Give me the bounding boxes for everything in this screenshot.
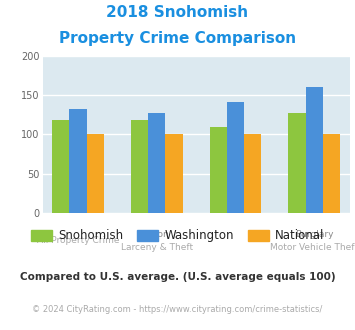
Text: © 2024 CityRating.com - https://www.cityrating.com/crime-statistics/: © 2024 CityRating.com - https://www.city… [32,305,323,314]
Legend: Snohomish, Washington, National: Snohomish, Washington, National [31,229,324,243]
Text: All Property Crime: All Property Crime [37,237,119,246]
Text: Compared to U.S. average. (U.S. average equals 100): Compared to U.S. average. (U.S. average … [20,272,335,281]
Bar [244,134,262,213]
Bar [131,119,148,213]
Bar [227,102,244,213]
Text: Arson: Arson [144,230,170,239]
Bar [288,113,306,213]
Bar [148,113,165,213]
Bar [306,87,323,213]
Bar [52,120,69,213]
Bar [87,134,104,213]
Text: Burglary: Burglary [295,230,333,239]
Text: 2018 Snohomish: 2018 Snohomish [106,5,248,20]
Bar [165,134,183,213]
Text: Larceny & Theft: Larceny & Theft [121,244,193,252]
Bar [209,127,227,213]
Bar [323,134,340,213]
Text: Motor Vehicle Theft: Motor Vehicle Theft [270,244,355,252]
Bar [69,109,87,213]
Text: Property Crime Comparison: Property Crime Comparison [59,31,296,46]
